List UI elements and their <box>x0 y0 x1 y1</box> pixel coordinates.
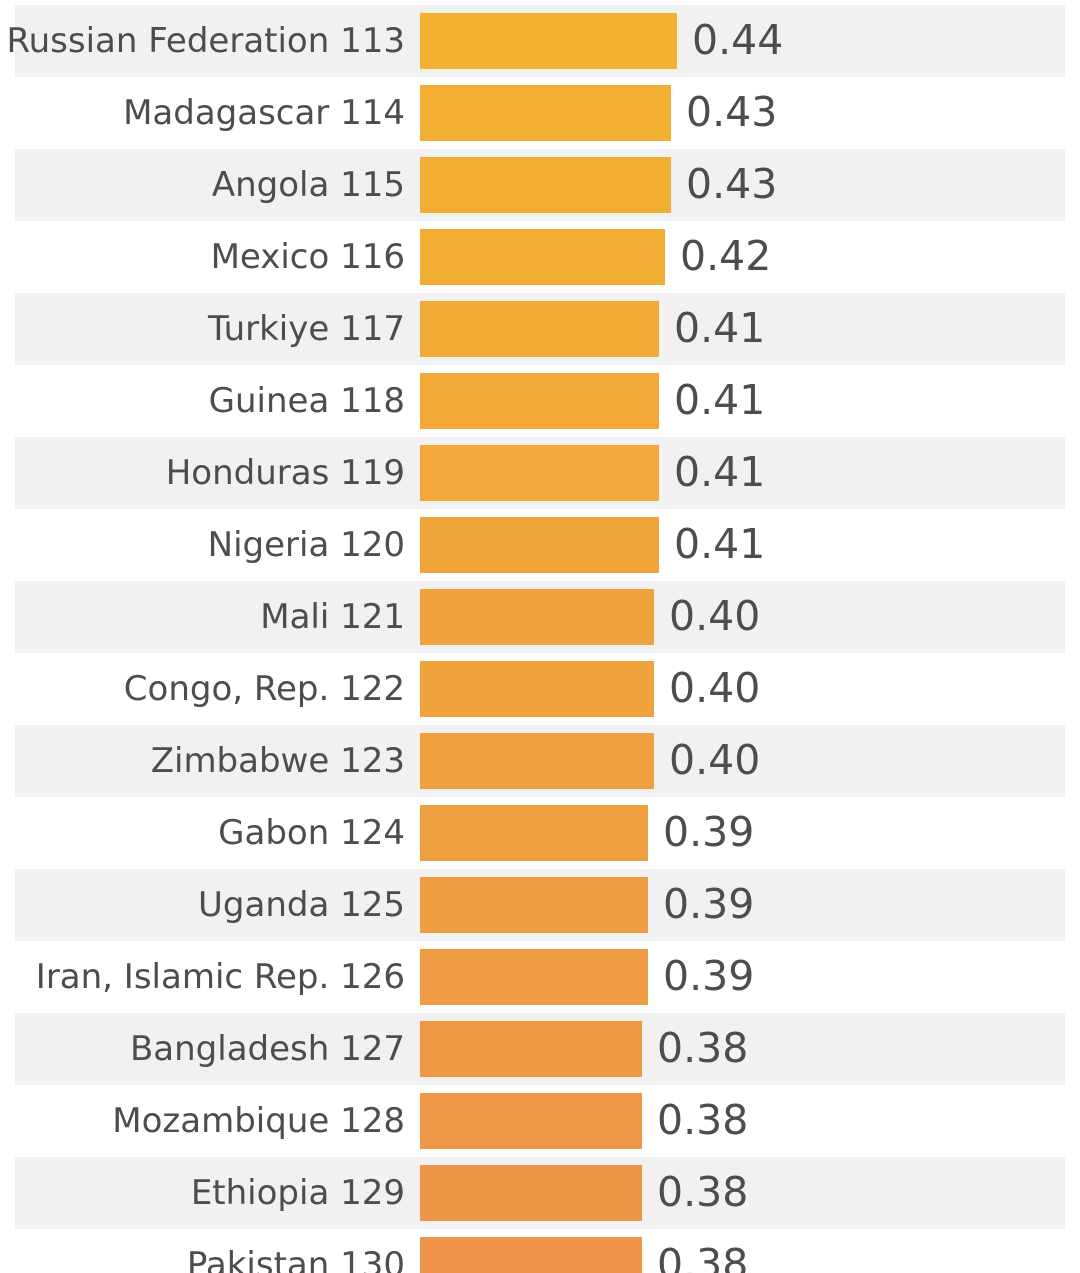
chart-row: Mozambique 128 0.38 <box>15 1085 1065 1157</box>
bar <box>420 1165 642 1221</box>
bar <box>420 13 677 69</box>
chart-row: Pakistan 130 0.38 <box>15 1229 1065 1273</box>
category-label: Mexico 116 <box>210 237 405 277</box>
category-label: Iran, Islamic Rep. 126 <box>35 957 405 997</box>
category-label: Nigeria 120 <box>207 525 405 565</box>
value-label: 0.40 <box>669 736 761 784</box>
value-label: 0.38 <box>657 1024 749 1072</box>
chart-row: Congo, Rep. 122 0.40 <box>15 653 1065 725</box>
bar <box>420 373 659 429</box>
chart-row: Gabon 124 0.39 <box>15 797 1065 869</box>
bar <box>420 85 671 141</box>
chart-row: Guinea 118 0.41 <box>15 365 1065 437</box>
chart-row: Madagascar 114 0.43 <box>15 77 1065 149</box>
bar <box>420 517 659 573</box>
bar <box>420 805 648 861</box>
value-label: 0.38 <box>657 1168 749 1216</box>
chart-row: Iran, Islamic Rep. 126 0.39 <box>15 941 1065 1013</box>
bar <box>420 733 654 789</box>
chart-row: Bangladesh 127 0.38 <box>15 1013 1065 1085</box>
chart-row: Uganda 125 0.39 <box>15 869 1065 941</box>
category-label: Guinea 118 <box>208 381 405 421</box>
bar <box>420 157 671 213</box>
category-label: Bangladesh 127 <box>129 1029 405 1069</box>
value-label: 0.42 <box>680 232 772 280</box>
value-label: 0.41 <box>674 376 766 424</box>
bar <box>420 229 665 285</box>
value-label: 0.43 <box>686 88 778 136</box>
bar <box>420 1237 642 1273</box>
bar <box>420 661 654 717</box>
bar <box>420 1021 642 1077</box>
bar <box>420 445 659 501</box>
bar <box>420 1093 642 1149</box>
category-label: Madagascar 114 <box>123 93 405 133</box>
value-label: 0.41 <box>674 520 766 568</box>
category-label: Angola 115 <box>211 165 405 205</box>
category-label: Ethiopia 129 <box>190 1173 405 1213</box>
bar <box>420 301 659 357</box>
value-label: 0.38 <box>657 1096 749 1144</box>
category-label: Turkiye 117 <box>207 309 405 349</box>
bar <box>420 877 648 933</box>
value-label: 0.39 <box>663 952 755 1000</box>
chart-row: Mexico 116 0.42 <box>15 221 1065 293</box>
chart-row: Turkiye 117 0.41 <box>15 293 1065 365</box>
category-label: Pakistan 130 <box>186 1245 405 1273</box>
category-label: Russian Federation 113 <box>6 21 405 61</box>
value-label: 0.38 <box>657 1240 749 1273</box>
category-label: Gabon 124 <box>218 813 405 853</box>
value-label: 0.39 <box>663 808 755 856</box>
chart-row: Angola 115 0.43 <box>15 149 1065 221</box>
chart-row: Mali 121 0.40 <box>15 581 1065 653</box>
value-label: 0.39 <box>663 880 755 928</box>
category-label: Honduras 119 <box>165 453 405 493</box>
category-label: Zimbabwe 123 <box>150 741 405 781</box>
chart-row: Zimbabwe 123 0.40 <box>15 725 1065 797</box>
chart-row: Russian Federation 113 0.44 <box>7 5 1065 77</box>
category-label: Mozambique 128 <box>112 1101 405 1141</box>
value-label: 0.41 <box>674 304 766 352</box>
category-label: Mali 121 <box>260 597 405 637</box>
chart-row: Ethiopia 129 0.38 <box>15 1157 1065 1229</box>
value-label: 0.43 <box>686 160 778 208</box>
chart-row: Honduras 119 0.41 <box>15 437 1065 509</box>
bar <box>420 949 648 1005</box>
category-label: Congo, Rep. 122 <box>123 669 405 709</box>
chart-row: Nigeria 120 0.41 <box>15 509 1065 581</box>
category-label: Uganda 125 <box>198 885 405 925</box>
value-label: 0.41 <box>674 448 766 496</box>
value-label: 0.40 <box>669 664 761 712</box>
value-label: 0.44 <box>692 16 784 64</box>
bar <box>420 589 654 645</box>
value-label: 0.40 <box>669 592 761 640</box>
